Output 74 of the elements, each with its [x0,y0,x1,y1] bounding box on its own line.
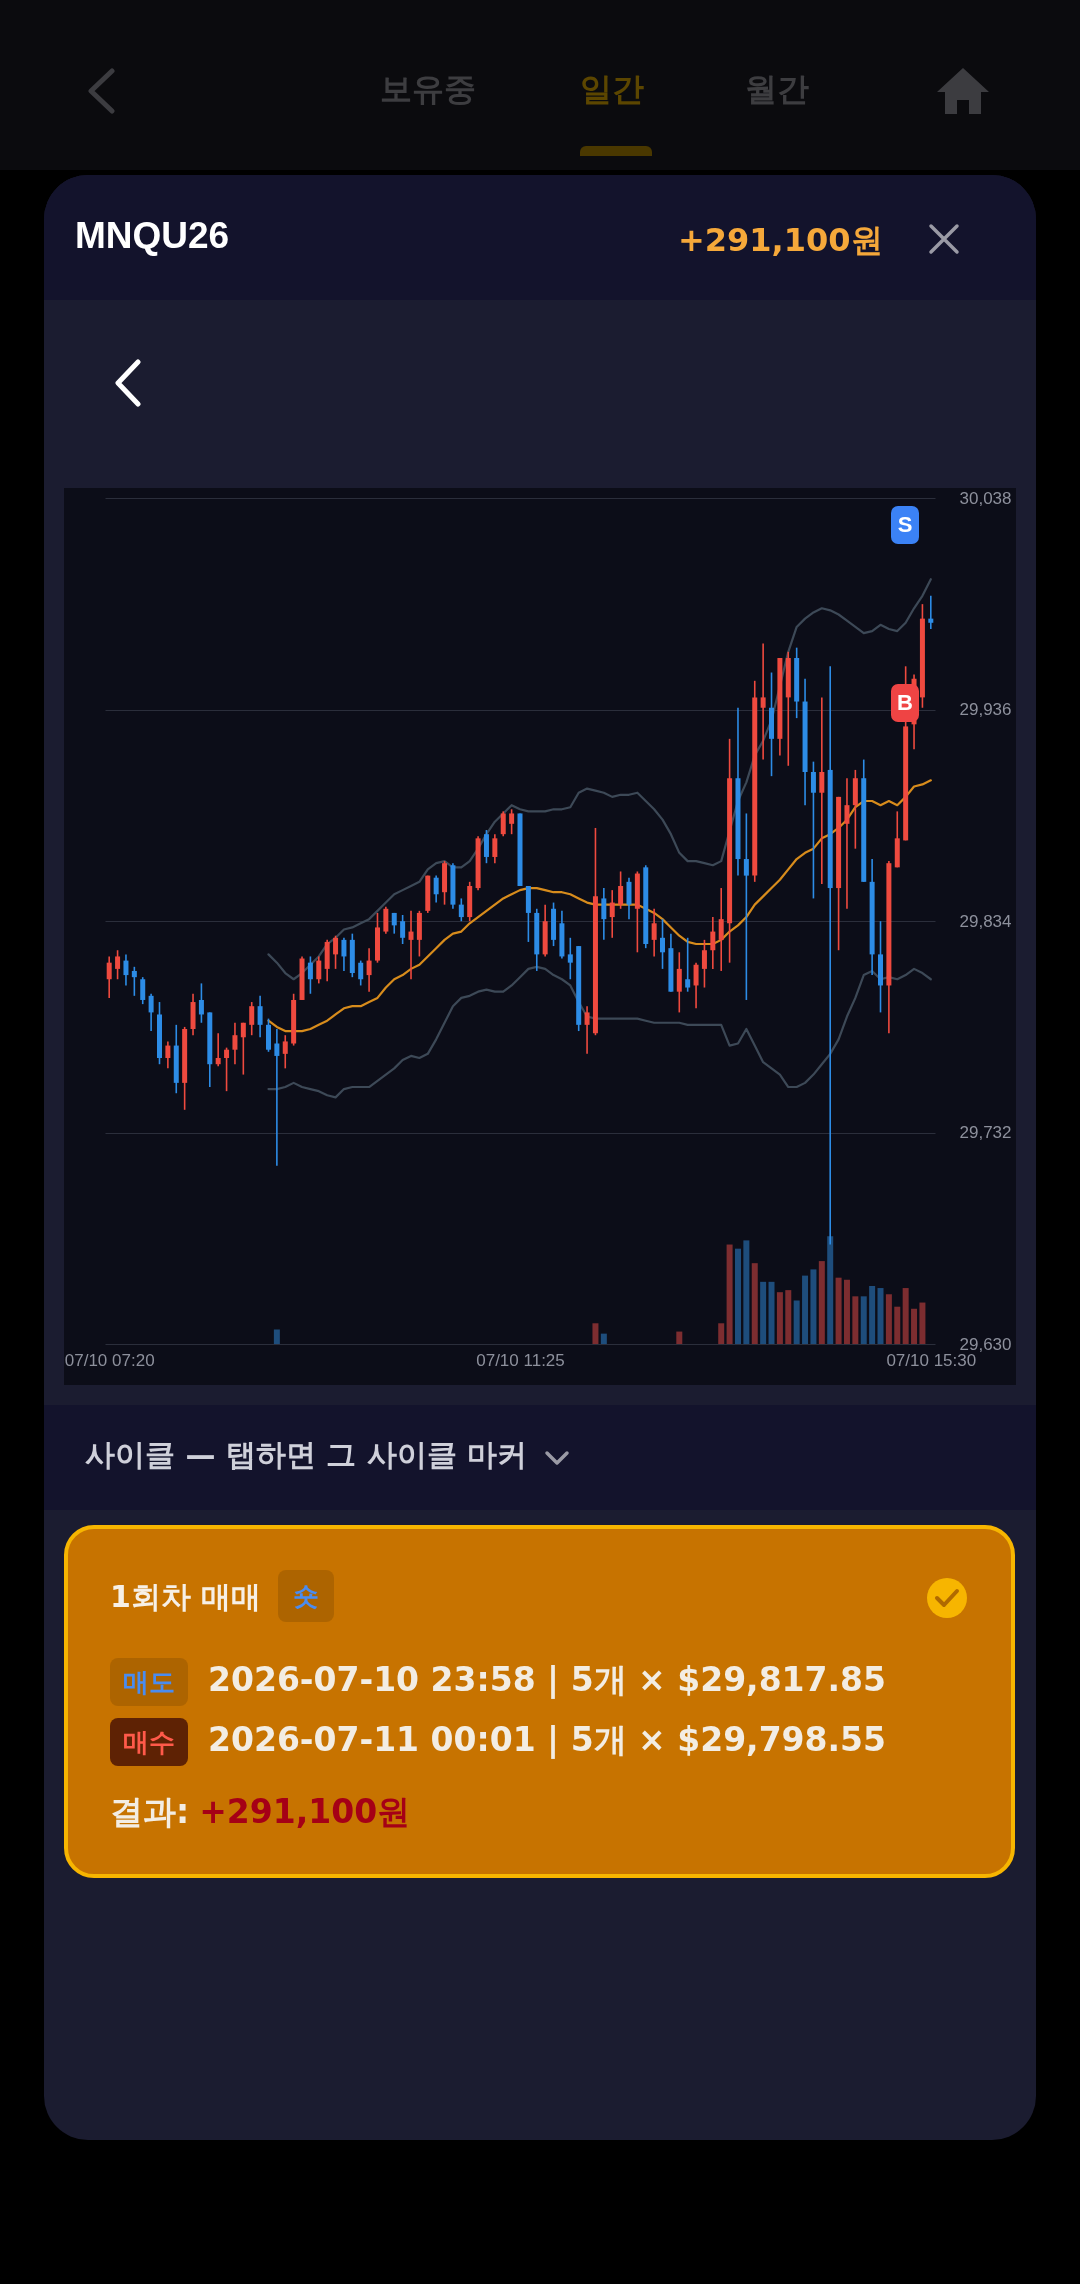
text: 사이클 — 탭하면 그 사이클 마커 [85,1436,528,1474]
candlestick [584,1005,590,1055]
candlestick [224,1046,230,1092]
candlestick [651,907,657,958]
text: +291,100원 [199,1792,411,1831]
candlestick [609,889,615,939]
text: 일간 [580,69,644,110]
candlestick [123,953,129,987]
candlestick [358,959,364,987]
candlestick [760,642,766,761]
text: 결과: [110,1792,190,1831]
candlestick [257,995,263,1039]
candlestick [400,914,406,945]
candlestick [341,937,347,972]
text: 매도 [110,1658,188,1706]
candlestick [249,1001,255,1036]
candlestick [685,937,691,993]
candlestick [618,870,624,910]
candlestick [274,1028,280,1167]
candlestick [710,916,716,970]
x-tick-label: 07/10 11:25 [476,1350,565,1370]
text: 매수 [110,1718,188,1766]
candlestick [819,696,825,885]
candlestick [232,1021,238,1066]
candlestick [131,966,137,997]
candlestick [148,992,154,1032]
candlestick [660,918,666,970]
line-series [267,578,932,981]
candlestick [718,887,724,972]
chart-subtitle: +291,100원 [678,220,883,261]
text: 1회차 매매 [110,1578,262,1616]
candlestick [198,982,204,1024]
candlestick [433,874,439,904]
line-series [267,779,932,1033]
y-tick-label: 30,038 [959,488,1012,508]
candlestick [115,949,121,981]
candlestick [165,1040,171,1070]
candlestick [282,1034,288,1070]
candlestick [307,955,313,995]
y-tick-label: 29,936 [959,700,1012,720]
candlestick [492,833,498,864]
annotation: S [891,506,919,544]
candlestick [106,955,112,999]
candlestick [743,812,749,1001]
candlestick [567,937,573,981]
y-tick-label: 29,732 [959,1123,1012,1143]
candlestick [676,951,682,1014]
candlestick [140,976,146,1005]
x-tick-label: 07/10 07:20 [64,1350,155,1370]
candlestick [844,777,850,910]
y-tick-label: 29,834 [959,911,1012,931]
line-series [267,965,932,1099]
candlestick [458,897,464,923]
text: 숏 [278,1570,334,1622]
candlestick [408,910,414,981]
chart-title: MNQU26 [75,215,230,257]
candlestick [601,887,607,941]
candlestick [500,810,506,838]
candlestick [316,955,322,985]
candlestick [333,934,339,970]
text: 2026-07-10 23:58 | 5개 × $29,817.85 [208,1659,886,1701]
annotation: B [891,684,919,722]
candlestick [701,939,707,989]
candlestick [215,1032,221,1068]
candlestick [509,808,515,835]
candlestick [366,947,372,993]
candlestick [626,876,632,920]
candlestick [483,829,489,864]
candlestick [928,595,934,630]
text: 2026-07-11 00:01 | 5개 × $29,798.55 [208,1719,886,1761]
candlestick [383,905,389,935]
candlestick [693,961,699,1010]
candlestick [810,760,816,900]
candlestick [240,1021,246,1076]
